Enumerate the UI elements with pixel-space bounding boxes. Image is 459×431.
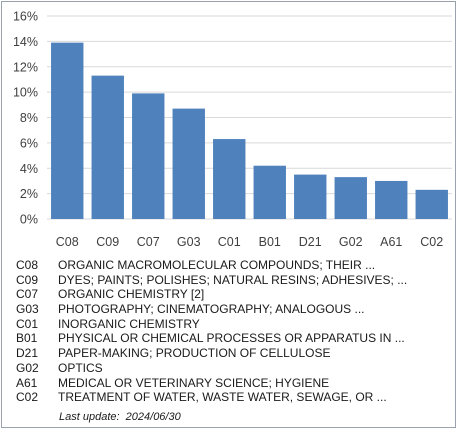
legend-item: C07 ORGANIC CHEMISTRY [2] (16, 287, 446, 302)
legend-code: G02 (16, 360, 39, 375)
bar (213, 139, 246, 219)
legend-code: C07 (16, 287, 39, 302)
y-tick-label: 12% (13, 60, 38, 74)
legend-item: D21 PAPER-MAKING; PRODUCTION OF CELLULOSE (16, 346, 446, 361)
legend-item: C02 TREATMENT OF WATER, WASTE WATER, SEWA… (16, 390, 446, 405)
legend-item: C01 INORGANIC CHEMISTRY (16, 317, 446, 332)
legend-item: C09 DYES; PAINTS; POLISHES; NATURAL RESIN… (16, 273, 446, 288)
x-tick-label: C09 (96, 235, 119, 249)
x-tick-label: G02 (339, 235, 363, 249)
x-tick-label: B01 (259, 235, 281, 249)
legend-item: G03 PHOTOGRAPHY; CINEMATOGRAPHY; ANALOGOU… (16, 302, 446, 317)
bar (415, 189, 448, 219)
bar (172, 108, 205, 219)
legend-description: PAPER-MAKING; PRODUCTION OF CELLULOSE (58, 346, 331, 361)
x-tick-label: D21 (299, 235, 322, 249)
legend-description: ORGANIC CHEMISTRY [2] (58, 287, 205, 302)
legend-description: INORGANIC CHEMISTRY (58, 316, 200, 331)
y-tick-label: 6% (20, 136, 38, 150)
legend-item: B01 PHYSICAL OR CHEMICAL PROCESSES OR APP… (16, 331, 446, 346)
legend-code: C01 (16, 316, 39, 331)
bar (294, 174, 327, 219)
last-update-text: Last update: 2024/06/30 (59, 411, 181, 423)
legend-description: PHYSICAL OR CHEMICAL PROCESSES OR APPARA… (58, 331, 405, 346)
legend-description: OPTICS (58, 360, 103, 375)
x-tick-label: C02 (420, 235, 443, 249)
bar (132, 93, 165, 219)
legend-item: C08 ORGANIC MACROMOLECULAR COMPOUNDS; THE… (16, 258, 446, 273)
y-tick-label: 14% (13, 35, 38, 49)
legend-description: TREATMENT OF WATER, WASTE WATER, SEWAGE,… (58, 390, 387, 405)
legend-code: D21 (16, 346, 39, 361)
x-tick-label: A61 (380, 235, 402, 249)
bar (91, 75, 124, 219)
legend-code: B01 (16, 331, 38, 346)
bar (334, 177, 367, 219)
category-legend: C08 ORGANIC MACROMOLECULAR COMPOUNDS; THE… (16, 258, 446, 405)
y-tick-label: 0% (20, 213, 38, 227)
legend-description: MEDICAL OR VETERINARY SCIENCE; HYGIENE (58, 375, 330, 390)
legend-item: G02 OPTICS (16, 361, 446, 376)
legend-code: G03 (16, 302, 39, 317)
x-tick-label: C01 (218, 235, 241, 249)
bar (51, 42, 84, 219)
x-tick-label: C07 (137, 235, 160, 249)
y-tick-label: 16% (13, 10, 38, 24)
legend-description: DYES; PAINTS; POLISHES; NATURAL RESINS; … (58, 272, 408, 287)
legend-item: A61 MEDICAL OR VETERINARY SCIENCE; HYGIEN… (16, 376, 446, 391)
bar (253, 165, 286, 219)
x-tick-label: G03 (177, 235, 201, 249)
y-tick-label: 4% (20, 162, 38, 176)
legend-code: C08 (16, 258, 39, 272)
legend-code: C09 (16, 272, 39, 287)
bar-chart: 0% 2% 4% 6% 8% 10% 12% 14% 16% C08 C09 C07 G03 C01 B01… (13, 10, 452, 249)
x-tick-label: C08 (56, 235, 79, 249)
legend-description: PHOTOGRAPHY; CINEMATOGRAPHY; ANALOGOUS .… (58, 302, 365, 317)
y-tick-label: 10% (13, 86, 38, 100)
legend-description: ORGANIC MACROMOLECULAR COMPOUNDS; THEIR … (58, 258, 376, 272)
y-tick-label: 8% (20, 111, 38, 125)
bar (375, 180, 408, 219)
y-tick-label: 2% (20, 187, 38, 201)
legend-code: A61 (16, 375, 38, 390)
legend-code: C02 (16, 390, 39, 405)
